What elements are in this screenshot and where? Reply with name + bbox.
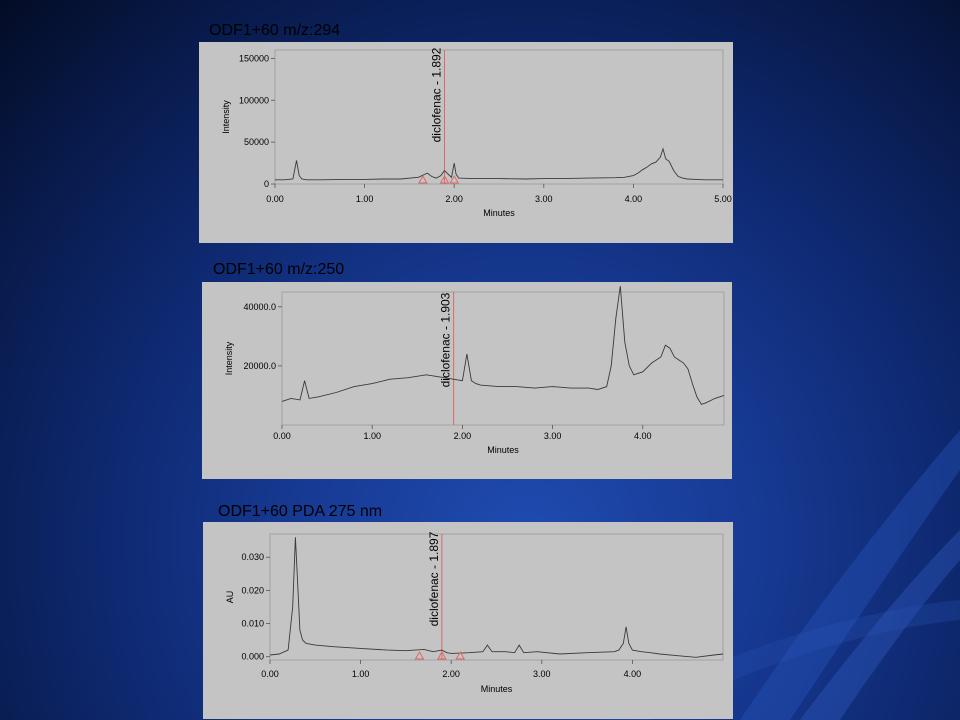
- x-axis-title: Minutes: [487, 445, 519, 455]
- series-line: [281, 286, 725, 405]
- chart-svg-3: 0.000 0.010 0.020 0.030 0.00 1.00 2.00 3.00 4.00…: [225, 531, 724, 694]
- x-tick-label: 1.00: [363, 431, 381, 441]
- y-tick-label: 0.000: [241, 652, 264, 662]
- integration-marker: [439, 175, 450, 184]
- series-line: [275, 147, 723, 181]
- x-axis-title: Minutes: [481, 684, 513, 694]
- x-tick-label: 4.00: [625, 194, 643, 204]
- plot-frame: [269, 533, 724, 661]
- chart-svg-2: 20000.0 40000.0 0.00 1.00 2.00 3.00 4.00 Minute…: [224, 286, 725, 455]
- y-tick-label: 20000.0: [243, 361, 276, 371]
- x-tick-label: 1.00: [356, 194, 374, 204]
- y-axis-title: Intensity: [221, 100, 231, 134]
- chart-title-3: ODF1+60 PDA 275 nm: [218, 503, 383, 520]
- peak-label: diclofenac - 1.903: [439, 292, 453, 387]
- y-tick-label: 50000: [244, 137, 269, 147]
- x-tick-label: 5.00: [714, 194, 732, 204]
- y-tick-label: 0.010: [241, 619, 264, 629]
- y-tick-label: 0: [264, 179, 269, 189]
- integration-marker: [455, 651, 466, 660]
- x-tick-label: 2.00: [445, 194, 463, 204]
- x-tick-label: 4.00: [624, 669, 642, 679]
- y-axis-title: Intensity: [224, 341, 234, 375]
- y-tick-label: 0.020: [241, 585, 264, 595]
- x-tick-label: 4.00: [634, 431, 652, 441]
- y-tick-label: 100000: [239, 95, 269, 105]
- chart-panel-3: 0.000 0.010 0.020 0.030 0.00 1.00 2.00 3.00 4.00…: [203, 522, 733, 719]
- chart-panel-1: 0 50000 100000 150000 0.00 1.00 2.00 3.00 4.00 5.…: [199, 42, 733, 243]
- plot-frame: [281, 291, 725, 426]
- x-tick-label: 2.00: [454, 431, 472, 441]
- y-axis-title: AU: [225, 591, 235, 604]
- x-tick-label: 0.00: [273, 431, 291, 441]
- chart-panel-2: 20000.0 40000.0 0.00 1.00 2.00 3.00 4.00 Minute…: [202, 282, 732, 479]
- integration-marker: [414, 651, 425, 660]
- x-axis-title: Minutes: [483, 208, 515, 218]
- series-line: [269, 537, 724, 658]
- peak-label: diclofenac - 1.897: [427, 531, 441, 626]
- x-tick-label: 0.00: [266, 194, 284, 204]
- peak-label: diclofenac - 1.892: [430, 47, 444, 142]
- plot-frame: [274, 49, 724, 185]
- x-tick-label: 3.00: [544, 431, 562, 441]
- x-tick-label: 1.00: [352, 669, 370, 679]
- x-tick-label: 3.00: [535, 194, 553, 204]
- x-tick-label: 0.00: [261, 669, 279, 679]
- chart-svg-1: 0 50000 100000 150000 0.00 1.00 2.00 3.00 4.00 5.…: [221, 47, 732, 218]
- integration-marker: [418, 175, 428, 184]
- x-tick-label: 3.00: [533, 669, 551, 679]
- integration-marker: [449, 175, 459, 184]
- y-tick-label: 0.030: [241, 552, 264, 562]
- y-tick-label: 40000.0: [243, 302, 276, 312]
- y-tick-label: 150000: [239, 53, 269, 63]
- chart-title-1: ODF1+60 m/z:294: [209, 22, 341, 39]
- integration-marker: [437, 651, 447, 660]
- x-tick-label: 2.00: [442, 669, 460, 679]
- chart-title-2: ODF1+60 m/z:250: [213, 261, 345, 278]
